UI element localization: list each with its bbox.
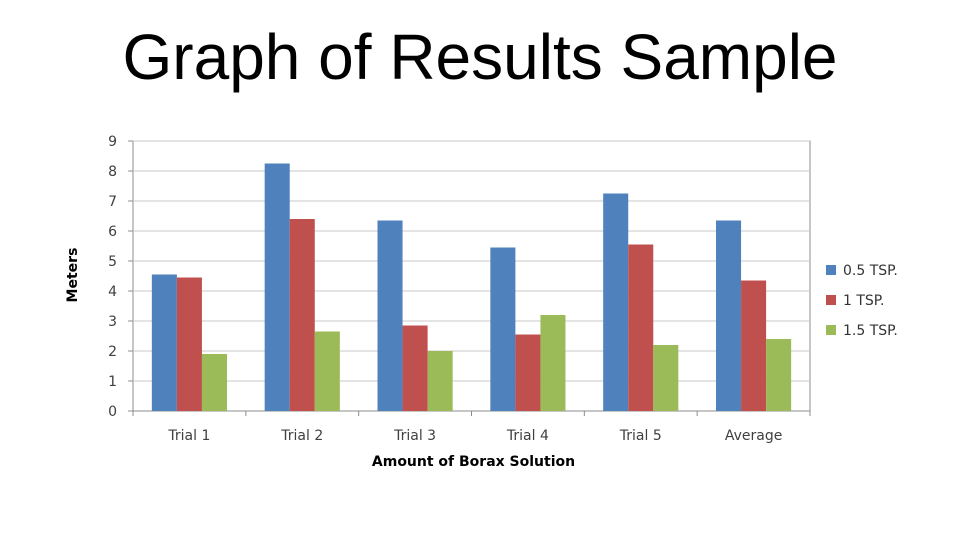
x-tick-label: Average xyxy=(725,428,783,444)
bars xyxy=(151,163,792,411)
y-tick-label: 5 xyxy=(108,254,117,270)
bar xyxy=(377,220,403,411)
bar xyxy=(402,325,428,411)
bar xyxy=(289,219,315,411)
x-tick-label: Trial 2 xyxy=(280,428,323,444)
x-tick-label: Trial 4 xyxy=(506,428,549,444)
gridlines xyxy=(133,140,810,382)
legend-swatch xyxy=(826,265,836,275)
y-tick-label: 8 xyxy=(108,164,117,180)
bar xyxy=(151,274,177,411)
plot-border xyxy=(132,140,811,412)
y-tick-label: 1 xyxy=(108,374,117,390)
x-tick-label: Trial 1 xyxy=(167,428,210,444)
plot-area xyxy=(132,140,811,412)
bar xyxy=(628,244,654,411)
x-axis-title: Amount of Borax Solution xyxy=(372,454,575,470)
bar xyxy=(741,280,767,411)
bar xyxy=(716,220,742,411)
legend-label: 1 TSP. xyxy=(843,293,885,309)
legend-swatch xyxy=(826,325,836,335)
bar xyxy=(176,277,202,411)
y-tick-label: 0 xyxy=(108,404,117,420)
y-tick-label: 4 xyxy=(108,284,117,300)
bar xyxy=(314,331,340,411)
bar xyxy=(766,339,792,411)
x-tick-label: Trial 5 xyxy=(619,428,662,444)
y-tick-label: 6 xyxy=(108,224,117,240)
y-tick-label: 2 xyxy=(108,344,117,360)
bar xyxy=(653,345,679,411)
bar xyxy=(603,193,629,411)
y-tick-label: 7 xyxy=(108,194,117,210)
bar xyxy=(427,351,453,411)
y-tick-label: 3 xyxy=(108,314,117,330)
bar xyxy=(201,354,227,411)
x-tick-labels: Trial 1 Trial 2 Trial 3 Trial 4 Trial 5 Avera… xyxy=(132,411,811,444)
y-tick-label: 9 xyxy=(108,134,117,150)
bar xyxy=(540,315,566,411)
bar xyxy=(515,334,541,411)
legend-swatch xyxy=(826,295,836,305)
legend-label: 0.5 TSP. xyxy=(843,263,898,279)
bar xyxy=(490,247,516,411)
x-tick-label: Trial 3 xyxy=(393,428,436,444)
y-tick-labels: 0 1 2 3 4 5 6 7 8 9 xyxy=(108,134,133,420)
legend-label: 1.5 TSP. xyxy=(843,323,898,339)
bar xyxy=(264,163,290,411)
legend: 0.5 TSP. 1 TSP. 1.5 TSP. xyxy=(826,263,898,339)
y-axis-title: Meters xyxy=(65,248,81,303)
slide-title: Graph of Results Sample xyxy=(122,21,838,93)
